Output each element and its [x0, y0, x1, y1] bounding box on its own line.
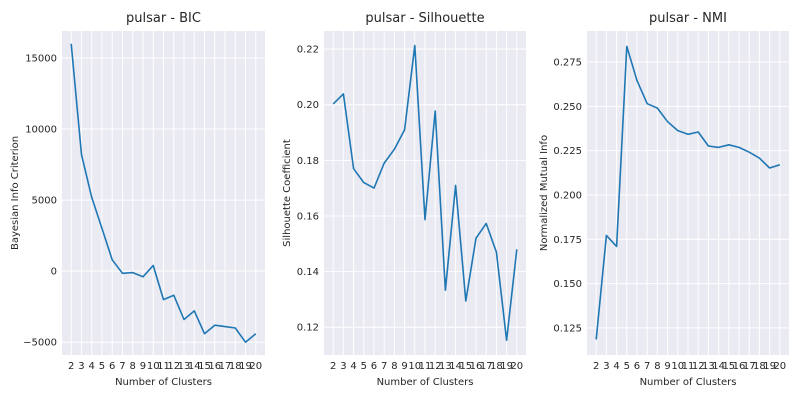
x-tick-label: 11: [682, 361, 695, 372]
x-tick-label: 9: [140, 361, 146, 372]
x-tick-label: 12: [429, 361, 442, 372]
x-tick-label: 17: [743, 361, 756, 372]
y-tick-label: 0.22: [297, 45, 319, 56]
x-tick-label: 14: [188, 361, 201, 372]
series-line-1: [332, 44, 518, 342]
y-tick-label: 0.150: [553, 279, 582, 290]
y-tick-label: 5000: [32, 196, 57, 207]
y-tick-label: 0.16: [297, 211, 319, 222]
x-tick-label: 5: [361, 361, 367, 372]
x-tick-label: 3: [603, 361, 609, 372]
x-tick-label: 20: [773, 361, 786, 372]
y-tick-label: 0: [51, 267, 57, 278]
x-tick-label: 2: [593, 361, 599, 372]
y-tick-label: 10000: [25, 125, 57, 136]
x-tick-label: 7: [644, 361, 650, 372]
x-tick-label: 12: [692, 361, 705, 372]
x-tick-label: 4: [613, 361, 619, 372]
x-tick-label: 4: [350, 361, 356, 372]
x-tick-label: 19: [500, 361, 513, 372]
x-tick-label: 3: [78, 361, 84, 372]
x-tick-label: 14: [449, 361, 462, 372]
y-tick-label: 0.12: [297, 323, 319, 334]
x-tick-label: 9: [401, 361, 407, 372]
x-tick-label: 15: [198, 361, 211, 372]
x-tick-label: 5: [624, 361, 630, 372]
x-tick-label: 20: [249, 361, 262, 372]
x-axis-label: Number of Clusters: [640, 377, 737, 388]
y-axis-label: Bayesian Info Criterion: [10, 136, 21, 250]
x-tick-label: 7: [381, 361, 387, 372]
x-tick-label: 8: [130, 361, 136, 372]
y-tick-label: 0.225: [553, 146, 582, 157]
x-tick-label: 10: [671, 361, 684, 372]
x-tick-label: 4: [89, 361, 95, 372]
x-tick-label: 10: [408, 361, 421, 372]
x-tick-label: 5: [99, 361, 105, 372]
x-axis-label: Number of Clusters: [377, 377, 474, 388]
x-tick-label: 10: [147, 361, 160, 372]
x-axis-label: Number of Clusters: [115, 377, 212, 388]
series-line-1: [70, 43, 257, 344]
x-tick-label: 6: [634, 361, 640, 372]
y-tick-label: 0.200: [553, 190, 582, 201]
x-tick-label: 11: [157, 361, 170, 372]
x-tick-label: 18: [753, 361, 766, 372]
y-tick-label: 0.250: [553, 102, 582, 113]
y-tick-label: −5000: [23, 338, 57, 349]
x-tick-label: 18: [490, 361, 503, 372]
y-tick-label: 0.125: [553, 323, 582, 334]
x-tick-label: 17: [219, 361, 232, 372]
x-tick-label: 9: [664, 361, 670, 372]
x-tick-label: 18: [229, 361, 242, 372]
y-tick-label: 15000: [25, 54, 57, 65]
x-tick-label: 20: [510, 361, 523, 372]
y-tick-label: 0.18: [297, 156, 319, 167]
y-tick-label: 0.275: [553, 58, 582, 69]
x-tick-label: 19: [239, 361, 252, 372]
x-tick-label: 15: [459, 361, 472, 372]
x-tick-label: 2: [330, 361, 336, 372]
chart-title: pulsar - NMI: [649, 11, 727, 26]
x-tick-label: 7: [119, 361, 125, 372]
series-line-1: [595, 45, 781, 340]
chart-title: pulsar - Silhouette: [365, 11, 484, 26]
x-tick-label: 13: [439, 361, 452, 372]
x-tick-label: 14: [712, 361, 725, 372]
x-tick-label: 8: [654, 361, 660, 372]
x-tick-label: 16: [470, 361, 483, 372]
y-tick-label: 0.20: [297, 100, 319, 111]
x-tick-label: 19: [763, 361, 776, 372]
x-tick-label: 3: [340, 361, 346, 372]
x-tick-label: 8: [391, 361, 397, 372]
x-tick-label: 17: [480, 361, 493, 372]
x-tick-label: 6: [371, 361, 377, 372]
x-tick-label: 6: [109, 361, 115, 372]
y-axis-label: Silhouette Coefficient: [282, 139, 293, 247]
x-tick-label: 16: [733, 361, 746, 372]
y-tick-label: 0.14: [297, 267, 319, 278]
x-tick-label: 13: [702, 361, 715, 372]
x-tick-label: 2: [68, 361, 74, 372]
x-tick-label: 11: [419, 361, 432, 372]
x-tick-label: 13: [178, 361, 191, 372]
x-tick-label: 16: [208, 361, 221, 372]
x-tick-label: 15: [722, 361, 735, 372]
x-tick-label: 12: [167, 361, 180, 372]
chart-title: pulsar - BIC: [126, 11, 201, 26]
y-axis-label: Normalized Mutual Info: [539, 135, 550, 251]
y-tick-label: 0.175: [553, 235, 582, 246]
